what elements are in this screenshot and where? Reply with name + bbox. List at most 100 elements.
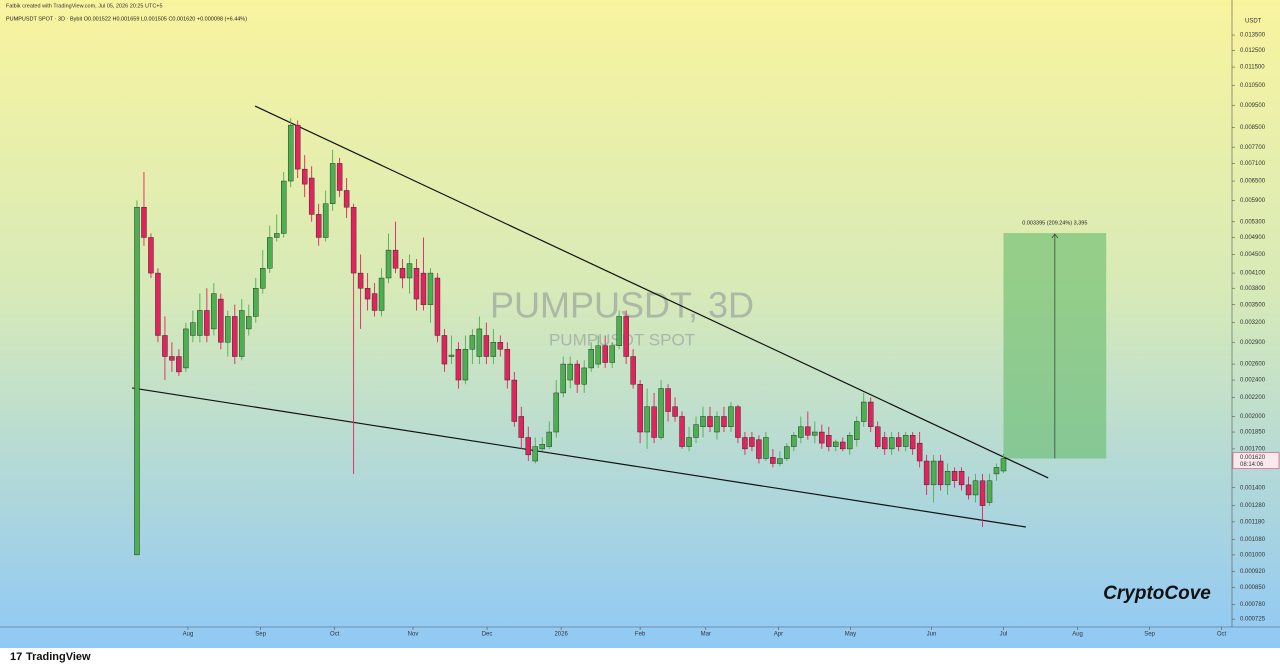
- y-tick-label: 0.010500: [1240, 83, 1266, 89]
- candle-body: [378, 277, 385, 311]
- candle-body: [616, 316, 622, 346]
- candle-body: [979, 480, 986, 506]
- candle-body: [260, 268, 266, 289]
- y-tick-label: 0.002000: [1240, 414, 1266, 420]
- candle-body: [735, 406, 741, 438]
- candle-body: [658, 388, 664, 438]
- candle-body: [350, 207, 357, 274]
- trendline: [254, 105, 1049, 479]
- candle-body: [777, 458, 783, 464]
- y-tick-label: 0.002400: [1240, 378, 1266, 384]
- candle-body: [763, 437, 769, 459]
- candle-body: [176, 356, 182, 373]
- candle-body: [546, 431, 552, 447]
- candle-body: [805, 426, 811, 436]
- signature: CryptoCove: [1103, 583, 1211, 604]
- candle-body: [274, 233, 280, 238]
- candle-body: [357, 272, 364, 289]
- x-tick-label: Mar: [701, 632, 711, 638]
- candle-body: [364, 288, 371, 300]
- candle-body: [602, 345, 608, 363]
- candle-body: [476, 328, 483, 357]
- x-tick-label: Aug: [183, 632, 194, 638]
- y-tick-label: 0.003500: [1240, 302, 1266, 308]
- candle-body: [707, 416, 713, 427]
- y-tick-label: 0.004900: [1240, 235, 1266, 241]
- candle-body: [686, 437, 692, 447]
- y-tick-label: 0.007100: [1240, 161, 1266, 167]
- x-tick-label: Sep: [255, 632, 266, 638]
- y-tick-label: 0.001180: [1240, 519, 1265, 525]
- candle-body: [595, 345, 601, 365]
- y-tick-label: 0.006500: [1240, 179, 1266, 185]
- y-tick-label: 0.003200: [1240, 320, 1266, 326]
- candle-body: [742, 437, 748, 450]
- candle-body: [504, 349, 511, 381]
- candle-body: [972, 480, 979, 496]
- candle-body: [672, 406, 678, 417]
- candle-body: [225, 316, 231, 343]
- candle-body: [336, 163, 343, 191]
- candle-body: [413, 268, 420, 300]
- x-tick-label: Oct: [1217, 632, 1227, 638]
- candle-body: [497, 342, 504, 350]
- candle-body: [714, 416, 720, 433]
- candle-body: [902, 435, 909, 447]
- candle-body: [441, 335, 448, 365]
- x-tick-label: Feb: [635, 632, 646, 638]
- candle-body: [958, 471, 965, 486]
- y-tick-label: 0.000920: [1240, 569, 1266, 575]
- candle-body: [434, 277, 441, 336]
- candle-body: [826, 435, 832, 447]
- candle-body: [190, 322, 196, 336]
- candle-body: [134, 207, 140, 556]
- candle-body: [455, 349, 462, 381]
- y-tick-label: 0.013500: [1240, 33, 1266, 39]
- candle-body: [406, 263, 413, 279]
- candle-body: [847, 435, 853, 450]
- candle-body: [211, 293, 217, 330]
- x-tick-label: May: [845, 632, 856, 638]
- y-tick-label: 0.000780: [1240, 602, 1266, 608]
- candle-body: [888, 437, 895, 450]
- candle-body: [343, 190, 350, 208]
- y-tick-label: 0.002200: [1240, 395, 1266, 401]
- y-tick-label: 0.005300: [1240, 219, 1266, 225]
- y-tick-label: 0.001400: [1240, 485, 1266, 491]
- candle-body: [909, 435, 916, 450]
- y-tick-label: 0.002600: [1240, 362, 1266, 368]
- candle-body: [868, 401, 874, 427]
- y-tick-label: 0.000850: [1240, 585, 1266, 591]
- candle-body: [623, 316, 629, 357]
- candle-body: [923, 460, 930, 486]
- y-tick-label: 0.005900: [1240, 198, 1266, 204]
- y-tick-label: 0.001080: [1240, 537, 1266, 543]
- candle-body: [679, 416, 685, 447]
- candle-body: [965, 484, 972, 496]
- candle-body: [483, 335, 490, 357]
- position-label: 0.003395 (209.24%) 3,395: [1022, 220, 1087, 226]
- x-tick-label: Jul: [1000, 632, 1008, 638]
- candle-body: [861, 401, 867, 422]
- x-tick-label: Jun: [927, 632, 937, 638]
- candle-body: [539, 444, 545, 450]
- candle-body: [399, 268, 406, 279]
- candle-body: [239, 310, 245, 357]
- y-tick-label: 0.007700: [1240, 145, 1266, 151]
- candle-body: [525, 437, 532, 456]
- candle-body: [420, 272, 427, 305]
- x-tick-label: Oct: [330, 632, 340, 638]
- candle-body: [162, 335, 168, 357]
- x-tick-label: 2026: [554, 632, 568, 638]
- candle-body: [371, 293, 378, 311]
- candle-body: [232, 316, 238, 357]
- candle-body: [944, 471, 951, 486]
- y-tick-label: 0.001000: [1240, 552, 1266, 558]
- candle-body: [588, 349, 594, 369]
- candle-body: [553, 392, 559, 433]
- candle-body: [930, 460, 937, 486]
- candle-body: [204, 310, 210, 336]
- footer: [0, 648, 1280, 671]
- candle-body: [169, 356, 175, 361]
